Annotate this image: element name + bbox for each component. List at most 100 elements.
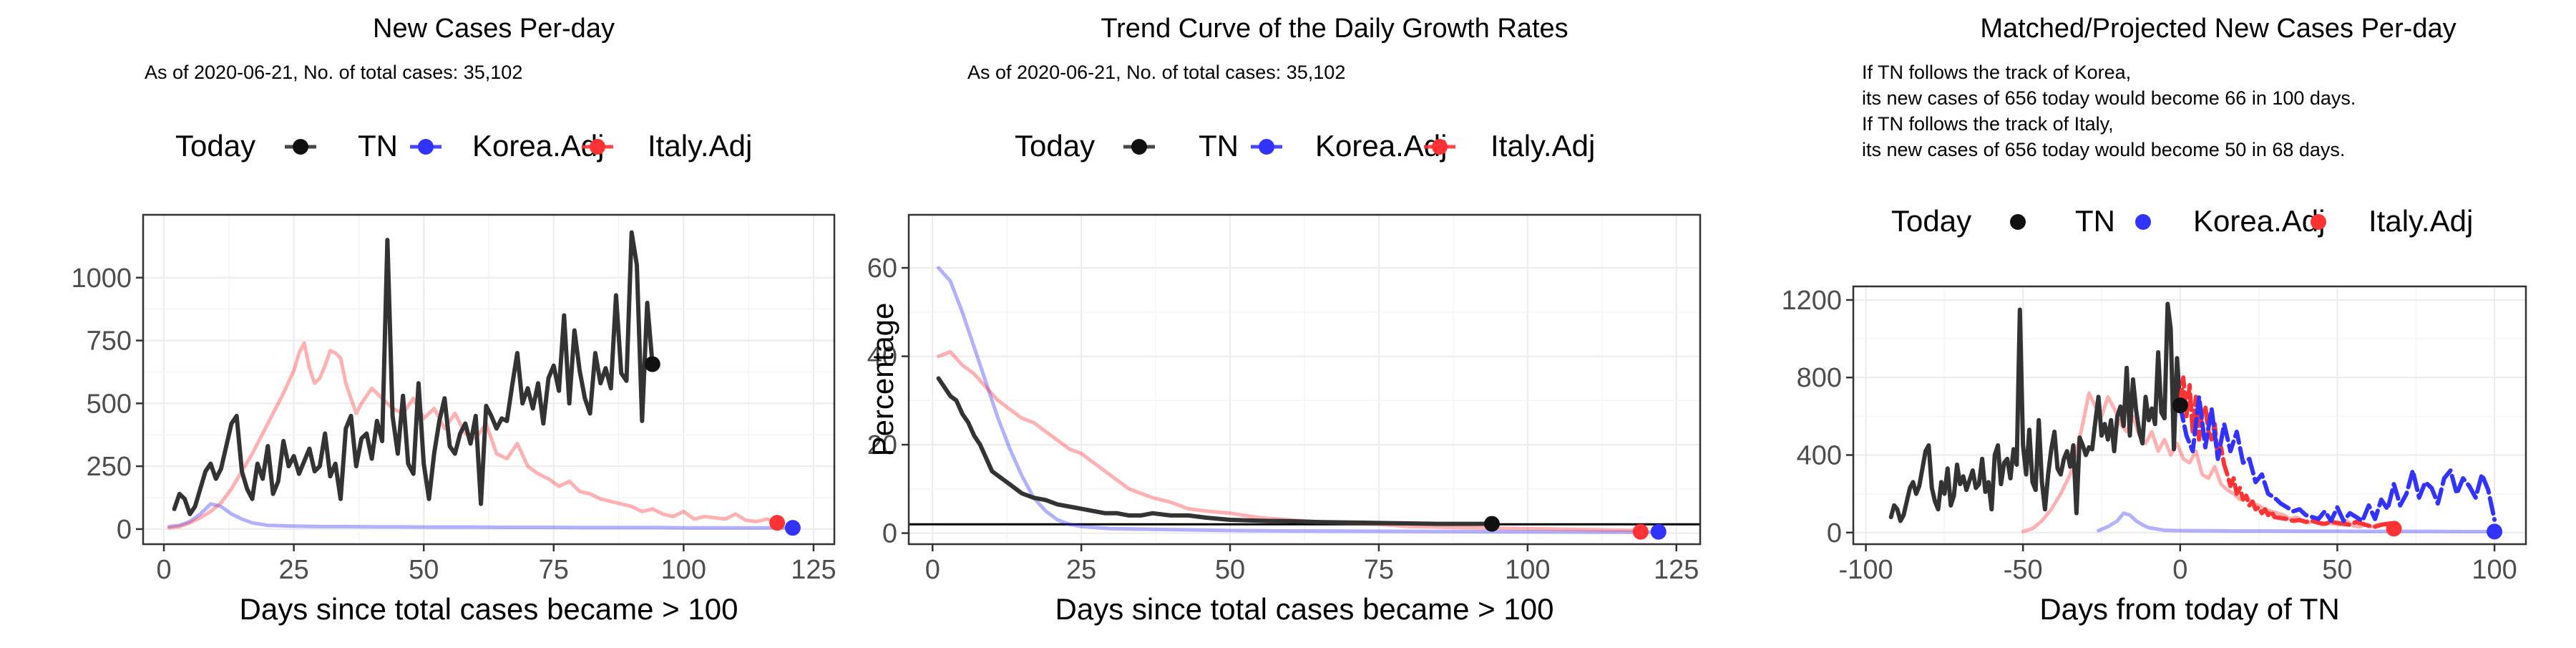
legend-label: Italy.Adj — [648, 129, 752, 163]
legend-label: TN — [1199, 129, 1239, 163]
series-line-korea-adj — [937, 266, 1654, 534]
x-tick-label: 50 — [2322, 555, 2352, 585]
legend-title: Today — [1015, 129, 1095, 163]
legend-key — [1251, 139, 1282, 155]
x-axis: 0 25 50 75 100 125 — [925, 544, 1699, 585]
chart-annotation: If TN follows the track of Korea, — [1862, 62, 2131, 83]
chart-annotation: If TN follows the track of Italy, — [1862, 113, 2114, 135]
series-line-korea-adj-projected — [2177, 395, 2497, 523]
legend-key-point — [1131, 139, 1147, 155]
series-line-korea-adj — [167, 502, 795, 530]
y-tick-label: 0 — [1827, 518, 1842, 548]
today-point-tn — [2172, 397, 2188, 414]
x-axis-title: Days since total cases became > 100 — [240, 592, 738, 626]
plot-data — [909, 266, 1700, 540]
legend-key-point — [590, 139, 605, 155]
chart-title: Matched/Projected New Cases Per-day — [1980, 14, 2456, 44]
y-tick-label: 250 — [87, 452, 132, 482]
chart-panel-3: Matched/Projected New Cases Per-day If TN… — [1781, 14, 2527, 626]
legend-key — [2010, 214, 2026, 230]
legend-key-point — [418, 139, 434, 155]
today-point-italy-adj — [2386, 521, 2402, 537]
today-point-korea-adj — [1650, 523, 1667, 540]
y-tick-label: 40 — [867, 342, 897, 372]
y-tick-label: 1200 — [1781, 286, 1842, 316]
legend-label: Italy.Adj — [1491, 129, 1595, 163]
today-point-korea-adj — [784, 520, 801, 536]
y-tick-label: 400 — [1797, 440, 1842, 470]
legend-key — [1424, 139, 1455, 155]
x-tick-label: 25 — [1066, 555, 1096, 585]
series-line-italy-adj-projected — [2177, 375, 2396, 529]
legend-key-point — [293, 139, 308, 155]
plot-border — [142, 213, 836, 546]
x-axis: 0 25 50 75 100 125 — [156, 544, 836, 585]
y-tick-label: 60 — [867, 253, 897, 284]
plot-grid — [909, 215, 1700, 544]
legend-label: TN — [2075, 204, 2115, 238]
chart-title: Trend Curve of the Daily Growth Rates — [1101, 14, 1568, 44]
series-line-tn — [172, 230, 655, 516]
legend-key-point — [2311, 214, 2326, 230]
y-tick-label: 500 — [87, 389, 132, 419]
legend-key-point — [2010, 214, 2026, 230]
today-point-tn — [1483, 516, 1500, 532]
chart-panel-1: New Cases Per-day As of 2020-06-21, No. o… — [71, 14, 836, 626]
x-axis: -100 -50 0 50 100 — [1839, 544, 2517, 585]
x-tick-label: 100 — [1505, 555, 1550, 585]
y-axis: 0 400 800 1200 — [1781, 286, 1853, 548]
legend-label: TN — [358, 129, 398, 163]
y-axis-title: Percentage — [866, 303, 899, 457]
legend-key — [1123, 139, 1155, 155]
legend-key-point — [2135, 214, 2151, 230]
y-tick-label: 0 — [117, 515, 132, 545]
today-point-korea-adj — [2487, 523, 2503, 540]
legend-key — [2311, 214, 2326, 230]
legend-key-point — [1432, 139, 1448, 155]
legend-label: Korea.Adj — [2193, 204, 2325, 238]
x-tick-label: 0 — [156, 555, 171, 585]
x-tick-label: 0 — [925, 555, 940, 585]
legend-key — [285, 139, 316, 155]
x-tick-label: -100 — [1839, 555, 1893, 585]
plot-border — [1852, 285, 2527, 546]
x-tick-label: 25 — [278, 555, 308, 585]
today-point-italy-adj — [1632, 523, 1649, 540]
x-tick-label: 100 — [661, 555, 706, 585]
series-line-tn — [1888, 301, 2182, 523]
chart-legend: Today TN Korea.Adj Italy.Adj — [1015, 129, 1595, 163]
x-tick-label: 50 — [1215, 555, 1245, 585]
x-tick-label: 75 — [539, 555, 569, 585]
x-axis-title: Days from today of TN — [2039, 592, 2339, 626]
plot-grid — [1853, 286, 2526, 544]
plot-data — [1888, 301, 2503, 540]
x-tick-label: -50 — [2004, 555, 2043, 585]
chart-annotation: its new cases of 656 today would become … — [1862, 87, 2356, 109]
plot-data — [167, 230, 801, 536]
x-axis-title: Days since total cases became > 100 — [1055, 592, 1554, 626]
chart-subtitle: As of 2020-06-21, No. of total cases: 35… — [967, 62, 1345, 83]
chart-title: New Cases Per-day — [373, 14, 615, 44]
x-tick-label: 50 — [409, 555, 439, 585]
y-tick-label: 750 — [87, 327, 132, 357]
x-tick-label: 75 — [1364, 555, 1394, 585]
x-tick-label: 125 — [1654, 555, 1699, 585]
chart-subtitle: As of 2020-06-21, No. of total cases: 35… — [145, 62, 522, 83]
legend-title: Today — [1891, 204, 1971, 238]
plot-border — [907, 213, 1702, 546]
y-tick-label: 20 — [867, 430, 897, 460]
y-tick-label: 800 — [1797, 363, 1842, 393]
chart-legend: Today TN Korea.Adj Italy.Adj — [175, 129, 752, 163]
today-point-tn — [644, 356, 660, 372]
x-tick-label: 0 — [2172, 555, 2187, 585]
legend-key — [410, 139, 441, 155]
series-line-tn — [936, 376, 1494, 526]
legend-key-point — [1259, 139, 1274, 155]
x-tick-label: 100 — [2472, 555, 2517, 585]
legend-label: Italy.Adj — [2368, 204, 2473, 238]
y-tick-label: 0 — [882, 519, 897, 549]
chart-annotation: its new cases of 656 today would become … — [1862, 139, 2345, 160]
y-axis: 0 250 500 750 1000 — [71, 263, 143, 545]
